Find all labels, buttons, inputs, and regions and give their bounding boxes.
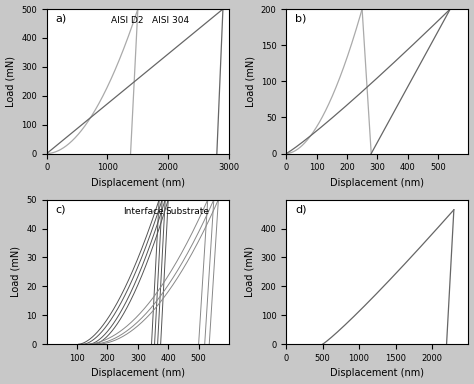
Text: a): a) <box>56 13 67 23</box>
Y-axis label: Load (mN): Load (mN) <box>6 56 16 107</box>
X-axis label: Displacement (nm): Displacement (nm) <box>91 368 185 379</box>
Text: AISI D2: AISI D2 <box>110 16 143 25</box>
Y-axis label: Load (mN): Load (mN) <box>245 247 255 298</box>
Text: Interface: Interface <box>123 207 164 216</box>
Y-axis label: Load (mN): Load (mN) <box>245 56 255 107</box>
Text: b): b) <box>295 13 307 23</box>
X-axis label: Displacement (nm): Displacement (nm) <box>91 178 185 188</box>
Y-axis label: Load (mN): Load (mN) <box>11 247 21 298</box>
Text: c): c) <box>56 204 66 214</box>
Text: AISI 304: AISI 304 <box>153 16 190 25</box>
Text: Substrate: Substrate <box>165 207 209 216</box>
Text: d): d) <box>295 204 307 214</box>
X-axis label: Displacement (nm): Displacement (nm) <box>330 368 424 379</box>
X-axis label: Displacement (nm): Displacement (nm) <box>330 178 424 188</box>
